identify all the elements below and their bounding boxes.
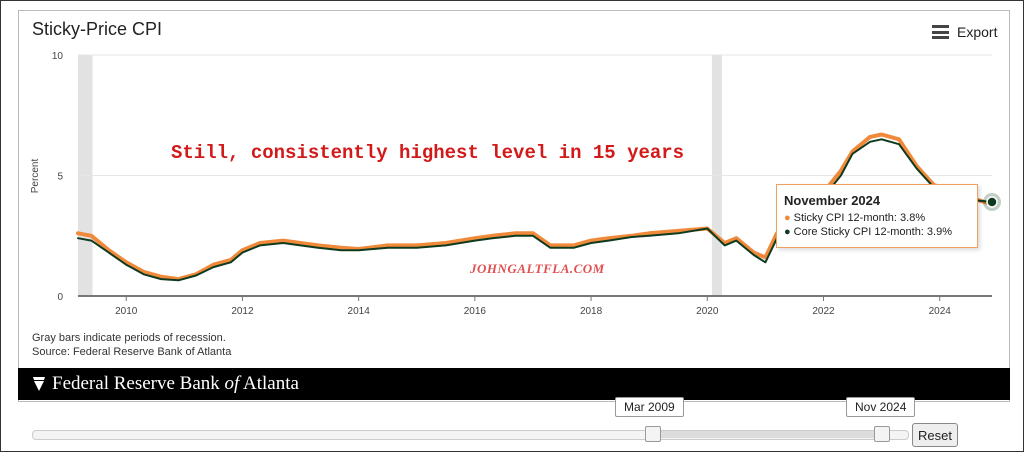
hover-point (986, 196, 998, 208)
y-tick-label: 10 (52, 51, 64, 62)
watermark: JOHNGALTFLA.COM (470, 261, 605, 276)
x-tick-label: 2012 (231, 306, 254, 317)
orange-dot-icon: ● (784, 212, 791, 224)
sticky-cpi-line (76, 132, 994, 282)
range-slider-selection[interactable] (652, 431, 881, 438)
x-tick-label: 2022 (812, 306, 835, 317)
recession-note: Gray bars indicate periods of recession. (32, 332, 226, 344)
y-tick-label: 0 (57, 292, 63, 303)
y-tick-label: 5 (57, 172, 63, 183)
footer-bar (18, 368, 1010, 400)
source-note: Source: Federal Reserve Bank of Atlanta (32, 346, 232, 358)
x-tick-label: 2016 (464, 306, 487, 317)
range-start-label: Mar 2009 (615, 397, 684, 417)
annotation-text: Still, consistently highest level in 15 … (171, 142, 685, 164)
export-button[interactable]: Export (932, 24, 997, 40)
fed-name-post: Atlanta (243, 373, 299, 394)
range-start-handle[interactable] (645, 426, 661, 442)
core-sticky-cpi-line (77, 138, 993, 282)
fed-logo: Federal Reserve Bank of Atlanta (32, 373, 299, 395)
y-axis-label: Percent (30, 159, 41, 194)
fed-name: Federal Reserve Bank of Atlanta (52, 373, 299, 395)
tooltip-row-core: ● Core Sticky CPI 12-month: 3.9% (784, 226, 952, 238)
green-dot-icon: ● (784, 226, 791, 238)
tooltip: November 2024 ● Sticky CPI 12-month: 3.8%… (776, 184, 978, 248)
chart-title: Sticky-Price CPI (32, 19, 163, 39)
export-label: Export (957, 24, 998, 40)
x-tick-label: 2024 (929, 306, 952, 317)
tooltip-row-core-text: Core Sticky CPI 12-month: 3.9% (793, 226, 952, 238)
tooltip-row-sticky: ● Sticky CPI 12-month: 3.8% (784, 212, 925, 224)
reset-button[interactable]: Reset (912, 423, 958, 447)
range-slider-track[interactable] (32, 430, 909, 440)
fed-name-of: of (224, 373, 240, 394)
tooltip-row-sticky-text: Sticky CPI 12-month: 3.8% (793, 212, 926, 224)
menu-icon (932, 25, 949, 39)
x-tick-label: 2018 (580, 306, 603, 317)
range-end-label: Nov 2024 (846, 397, 916, 417)
fed-name-pre: Federal Reserve Bank (52, 373, 220, 394)
range-end-handle[interactable] (874, 426, 890, 442)
x-tick-label: 2010 (115, 306, 138, 317)
x-tick-label: 2014 (348, 306, 371, 317)
x-tick-label: 2020 (696, 306, 719, 317)
eagle-emblem-icon (33, 377, 45, 391)
tooltip-title: November 2024 (784, 193, 881, 208)
